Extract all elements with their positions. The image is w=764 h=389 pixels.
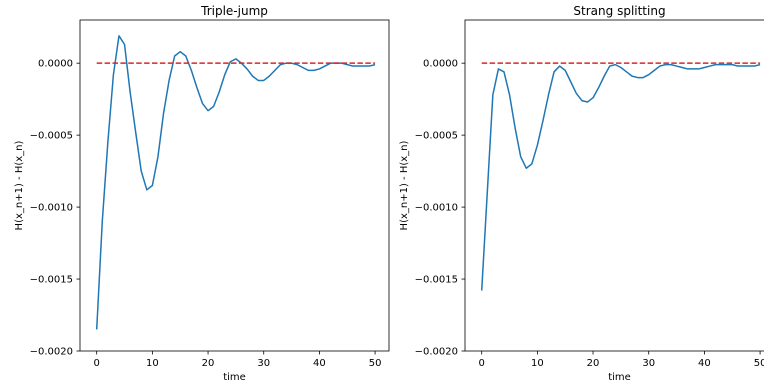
x-ticks: 0 10 20 30 40 50	[94, 351, 382, 369]
x-tick-label: 20	[202, 358, 215, 369]
axes-frame	[79, 19, 390, 352]
axes-frame	[464, 19, 764, 352]
y-tick-label: 0.0000	[38, 59, 73, 70]
plot-area	[95, 35, 376, 330]
y-tick-label: −0.0005	[30, 131, 73, 142]
x-tick-label: 30	[642, 358, 655, 369]
x-tick-label: 10	[146, 358, 159, 369]
series-line	[95, 35, 376, 330]
y-tick-label: −0.0010	[415, 203, 458, 214]
plot-area	[480, 62, 761, 291]
subplot-strang-splitting: 0 10 20 30 40 50 0.0000 −0.0005 −0.0010 −0.0015 −…	[399, 4, 764, 383]
x-tick-label: 30	[257, 358, 270, 369]
x-tick-label: 10	[531, 358, 544, 369]
x-axis-label: time	[223, 372, 246, 383]
x-tick-label: 20	[587, 358, 600, 369]
y-axis-label: H(x_n+1) - H(x_n)	[399, 140, 410, 230]
chart-title: Triple-jump	[200, 4, 268, 18]
x-tick-label: 0	[479, 358, 485, 369]
subplot-triple-jump: 0 10 20 30 40 50 0.0000 −0.0005 −0.0010 −0.0015 −…	[14, 4, 390, 383]
y-tick-label: 0.0000	[423, 59, 458, 70]
y-ticks: 0.0000 −0.0005 −0.0010 −0.0015 −0.0020	[30, 59, 80, 358]
axes-spines	[464, 19, 764, 352]
x-tick-label: 40	[313, 358, 326, 369]
y-ticks: 0.0000 −0.0005 −0.0010 −0.0015 −0.0020	[415, 59, 465, 358]
y-tick-label: −0.0020	[415, 347, 458, 358]
y-axis-label: H(x_n+1) - H(x_n)	[14, 140, 25, 230]
x-ticks: 0 10 20 30 40 50	[479, 351, 764, 369]
y-tick-label: −0.0020	[30, 347, 73, 358]
y-tick-label: −0.0005	[415, 131, 458, 142]
chart-title: Strang splitting	[573, 4, 665, 18]
x-tick-label: 40	[698, 358, 711, 369]
y-tick-label: −0.0010	[30, 203, 73, 214]
axes-spines	[79, 19, 390, 352]
x-axis-label: time	[608, 372, 631, 383]
y-tick-label: −0.0015	[415, 275, 458, 286]
series-line	[480, 63, 761, 291]
y-tick-label: −0.0015	[30, 275, 73, 286]
x-tick-label: 0	[94, 358, 100, 369]
x-tick-label: 50	[754, 358, 764, 369]
x-tick-label: 50	[369, 358, 382, 369]
